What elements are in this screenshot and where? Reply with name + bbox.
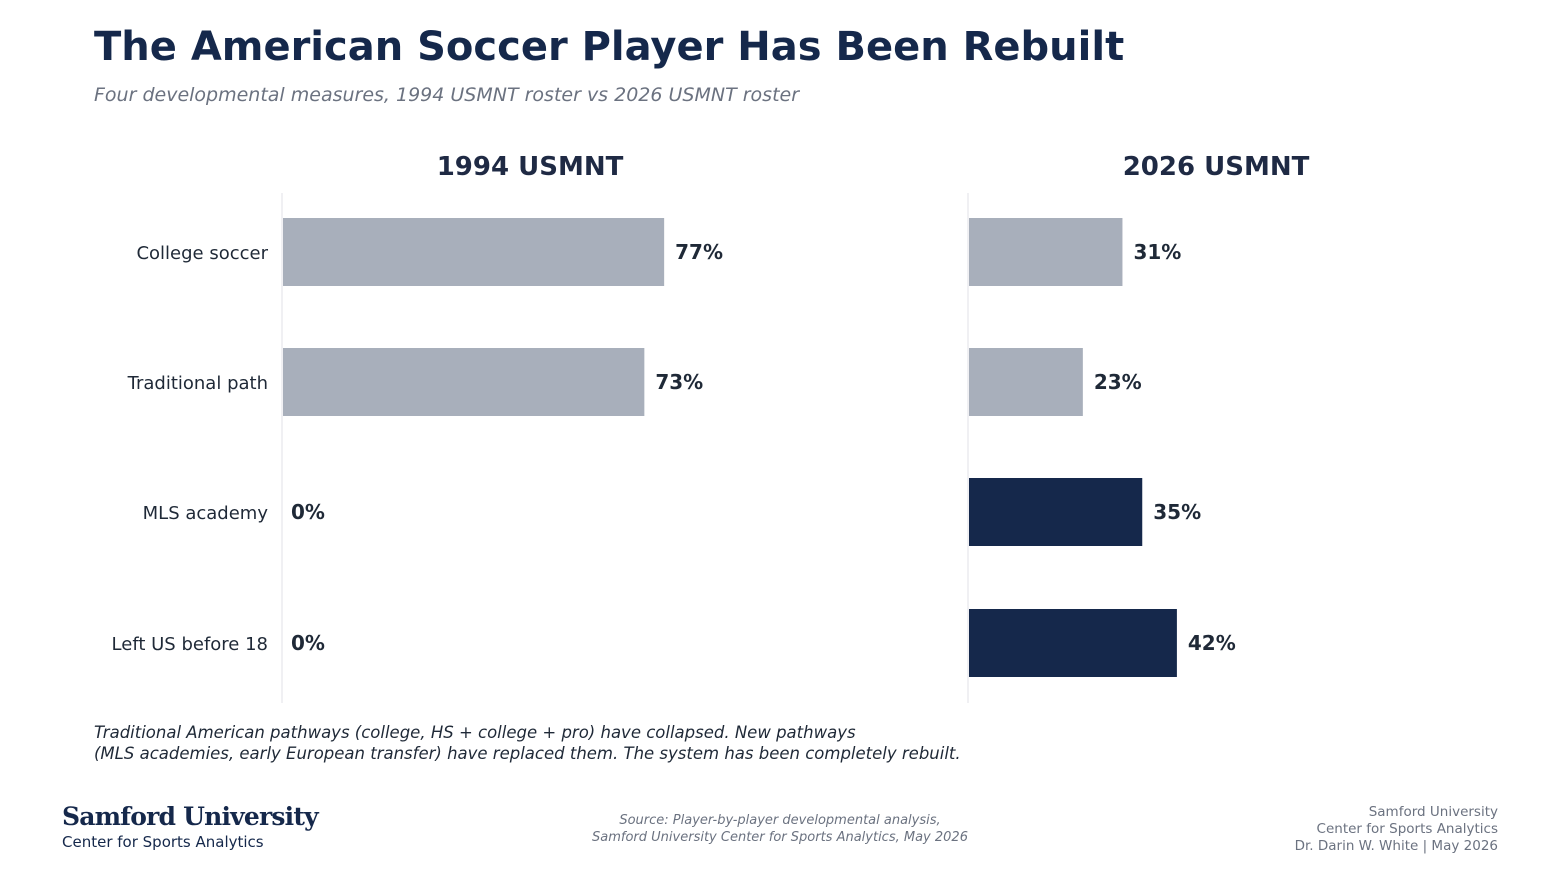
data-label: 23% [1094, 370, 1142, 394]
category-label: Left US before 18 [112, 634, 268, 655]
source-note: Source: Player-by-player developmental a… [592, 812, 968, 846]
category-label: MLS academy [143, 503, 269, 524]
source-line-2: Samford University Center for Sports Ana… [592, 830, 968, 845]
logo-name: Samford University [62, 802, 319, 831]
data-label: 77% [675, 240, 723, 264]
note-line-2: (MLS academies, early European transfer)… [94, 744, 961, 763]
chart-title: The American Soccer Player Has Been Rebu… [94, 24, 1125, 70]
data-label: 0% [291, 631, 325, 655]
credit-block: Samford University Center for Sports Ana… [1295, 804, 1498, 855]
bar [283, 348, 645, 416]
chart-note: Traditional American pathways (college, … [94, 722, 961, 764]
category-label: Traditional path [127, 373, 268, 394]
panel-title: 2026 USMNT [1123, 152, 1310, 182]
source-line-1: Source: Player-by-player developmental a… [619, 813, 941, 828]
bar [283, 218, 665, 286]
bar [969, 609, 1177, 677]
bar [969, 218, 1123, 286]
data-label: 42% [1188, 631, 1236, 655]
data-label: 35% [1153, 500, 1201, 524]
data-label: 73% [655, 370, 703, 394]
panel-title: 1994 USMNT [437, 152, 624, 182]
data-label: 0% [291, 500, 325, 524]
credit-line-3: Dr. Darin W. White | May 2026 [1294, 838, 1498, 854]
note-line-1: Traditional American pathways (college, … [94, 723, 856, 742]
credit-line-2: Center for Sports Analytics [1316, 821, 1498, 837]
bar-chart: College soccer Traditional path MLS academ… [112, 152, 1310, 703]
category-label: College soccer [136, 243, 268, 264]
bar [969, 348, 1083, 416]
data-label: 31% [1133, 240, 1181, 264]
logo-subtitle: Center for Sports Analytics [62, 833, 264, 851]
chart-subtitle: Four developmental measures, 1994 USMNT … [94, 84, 800, 106]
bar [969, 478, 1143, 546]
samford-logo: Samford University Center for Sports Ana… [62, 802, 319, 851]
credit-line-1: Samford University [1368, 804, 1498, 820]
